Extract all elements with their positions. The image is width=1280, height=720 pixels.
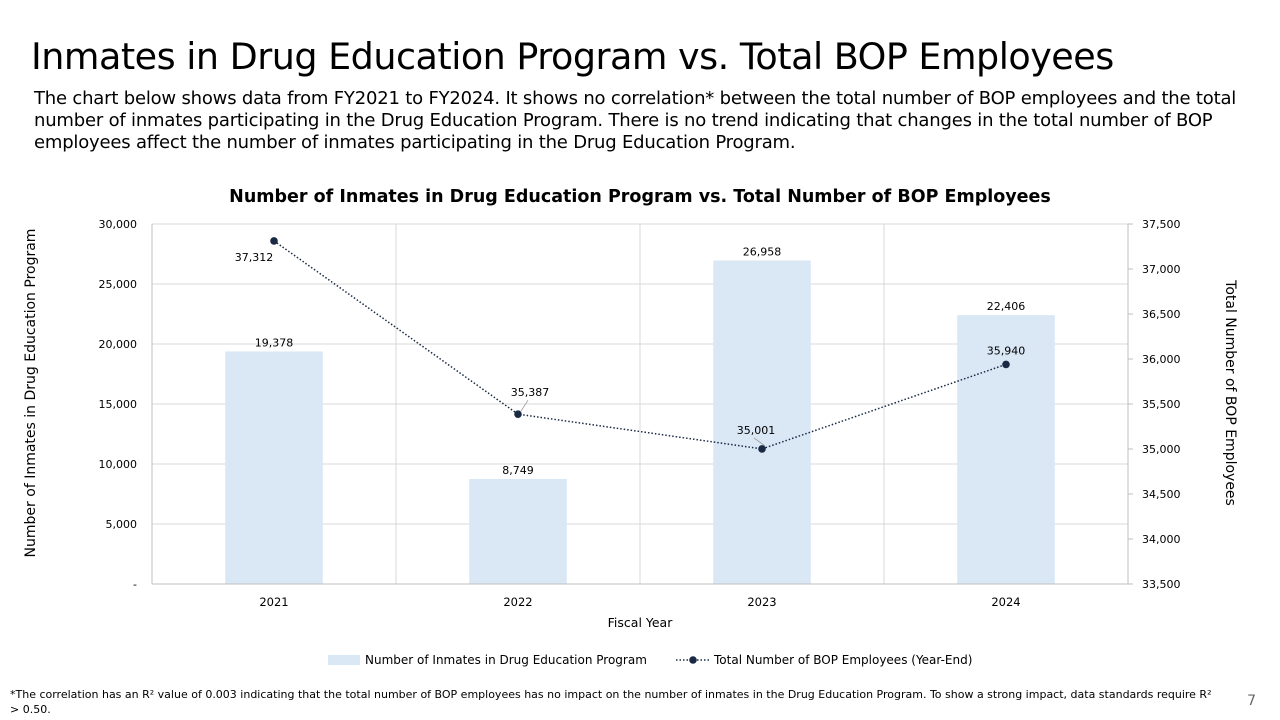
x-tick-label: 2021: [259, 595, 288, 609]
line-label-leader: [520, 399, 529, 412]
bar-data-label: 26,958: [743, 246, 782, 259]
line-data-label: 35,940: [987, 344, 1026, 357]
footnote: *The correlation has an R² value of 0.00…: [10, 688, 1212, 716]
legend-label-line: Total Number of BOP Employees (Year-End): [713, 653, 972, 667]
right-tick-label: 35,000: [1142, 443, 1181, 456]
left-tick-label: -: [133, 578, 137, 591]
line-label-leader: [753, 437, 766, 447]
bar-data-label: 8,749: [502, 464, 534, 477]
right-tick-label: 37,000: [1142, 263, 1181, 276]
x-tick-label: 2024: [991, 595, 1020, 609]
legend-label-bars: Number of Inmates in Drug Education Prog…: [365, 653, 647, 667]
legend: Number of Inmates in Drug Education Prog…: [328, 653, 972, 667]
right-tick-label: 33,500: [1142, 578, 1181, 591]
x-tick-label: 2023: [747, 595, 776, 609]
bar: [957, 315, 1055, 584]
bar: [469, 479, 567, 584]
left-tick-label: 5,000: [106, 518, 138, 531]
right-tick-label: 37,500: [1142, 218, 1181, 231]
left-tick-label: 30,000: [99, 218, 138, 231]
bar-data-label: 22,406: [987, 300, 1026, 313]
legend-swatch-bars: [328, 655, 360, 665]
left-tick-label: 15,000: [99, 398, 138, 411]
employees-marker: [1002, 360, 1010, 369]
right-tick-label: 34,000: [1142, 533, 1181, 546]
employees-marker: [758, 445, 766, 453]
bar: [225, 351, 323, 584]
chart-title: Number of Inmates in Drug Education Prog…: [229, 187, 1051, 207]
combo-chart: Number of Inmates in Drug Education Prog…: [23, 187, 1238, 667]
x-axis-title: Fiscal Year: [608, 615, 674, 630]
line-data-label: 35,001: [737, 424, 776, 437]
legend-swatch-marker: [689, 656, 697, 664]
page-number: 7: [1247, 693, 1256, 709]
left-tick-label: 25,000: [99, 278, 138, 291]
slide-intro-text: The chart below shows data from FY2021 t…: [34, 88, 1237, 153]
bar: [713, 260, 811, 584]
right-tick-label: 34,500: [1142, 488, 1181, 501]
bar-data-label: 19,378: [255, 336, 294, 349]
x-tick-label: 2022: [503, 595, 532, 609]
line-data-label: 35,387: [511, 386, 550, 399]
y-axis-title-left: Number of Inmates in Drug Education Prog…: [23, 229, 39, 558]
slide-title: Inmates in Drug Education Program vs. To…: [31, 35, 1114, 78]
right-tick-label: 36,000: [1142, 353, 1181, 366]
left-tick-label: 20,000: [99, 338, 138, 351]
employees-marker: [270, 237, 278, 245]
right-tick-label: 36,500: [1142, 308, 1181, 321]
left-tick-label: 10,000: [99, 458, 138, 471]
employees-marker: [514, 410, 522, 418]
line-data-label: 37,312: [235, 251, 274, 264]
right-tick-label: 35,500: [1142, 398, 1181, 411]
y-axis-title-right: Total Number of BOP Employees: [1222, 279, 1238, 506]
